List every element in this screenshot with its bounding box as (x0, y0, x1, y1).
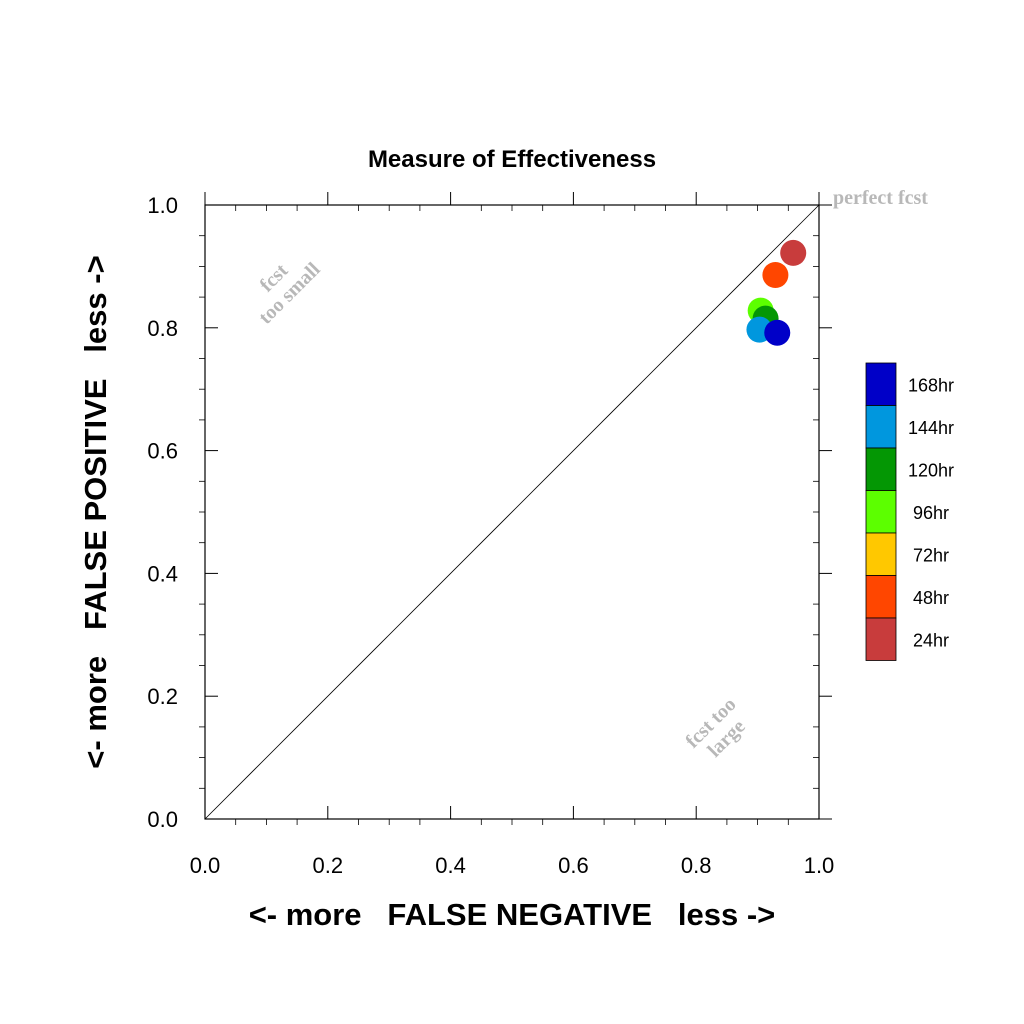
too-small-annotation: fcst too small (254, 258, 324, 328)
y-tick-label: 0.4 (147, 561, 178, 586)
legend-label-96hr: 96hr (913, 503, 949, 523)
legend-swatch-96hr (865, 490, 897, 534)
legend-label-72hr: 72hr (913, 545, 949, 565)
too-small-line-2: too small (254, 258, 324, 328)
y-tick-label: 1.0 (147, 193, 178, 218)
diagonal-line (204, 204, 820, 820)
legend-label-144hr: 144hr (908, 418, 954, 438)
data-points (746, 239, 807, 346)
y-tick-label: 0.6 (147, 439, 178, 464)
x-tick-label: 0.4 (435, 853, 466, 878)
tick-labels: 0.0 0.2 0.4 0.6 0.8 1.0 0.0 0.2 0.4 0.6 0.8 1.0 (147, 193, 834, 878)
perfect-fcst-annotation: perfect fcst (833, 187, 928, 209)
x-axis-label: <- more FALSE NEGATIVE less -> (249, 897, 776, 932)
legend-swatch-168hr (865, 362, 897, 406)
x-tick-label: 1.0 (804, 853, 835, 878)
legend-swatch-144hr (865, 405, 897, 449)
y-tick-label: 0.8 (147, 316, 178, 341)
legend-label-48hr: 48hr (913, 588, 949, 608)
chart-title: Measure of Effectiveness (368, 146, 656, 173)
x-tick-label: 0.0 (190, 853, 221, 878)
point-48hr (762, 261, 789, 288)
x-tick-label: 0.6 (558, 853, 589, 878)
legend-swatch-72hr (865, 532, 897, 576)
too-large-annotation: fcst too large (681, 693, 749, 761)
point-24hr (780, 239, 807, 266)
plot-frame (204, 204, 820, 820)
x-tick-label: 0.8 (681, 853, 712, 878)
legend-swatch-24hr (865, 617, 897, 661)
legend-swatch-48hr (865, 575, 897, 619)
y-tick-label: 0.0 (147, 807, 178, 832)
legend-swatch-120hr (865, 447, 897, 491)
legend-label-24hr: 24hr (913, 630, 949, 650)
y-axis-label: <- more FALSE POSITIVE less -> (78, 255, 113, 768)
x-tick-label: 0.2 (313, 853, 344, 878)
legend-label-168hr: 168hr (908, 375, 954, 395)
legend-label-120hr: 120hr (908, 460, 954, 480)
point-168hr (764, 319, 791, 346)
legend: 168hr 144hr 120hr 96hr 72hr 48hr 24hr (865, 362, 954, 661)
y-tick-label: 0.2 (147, 684, 178, 709)
